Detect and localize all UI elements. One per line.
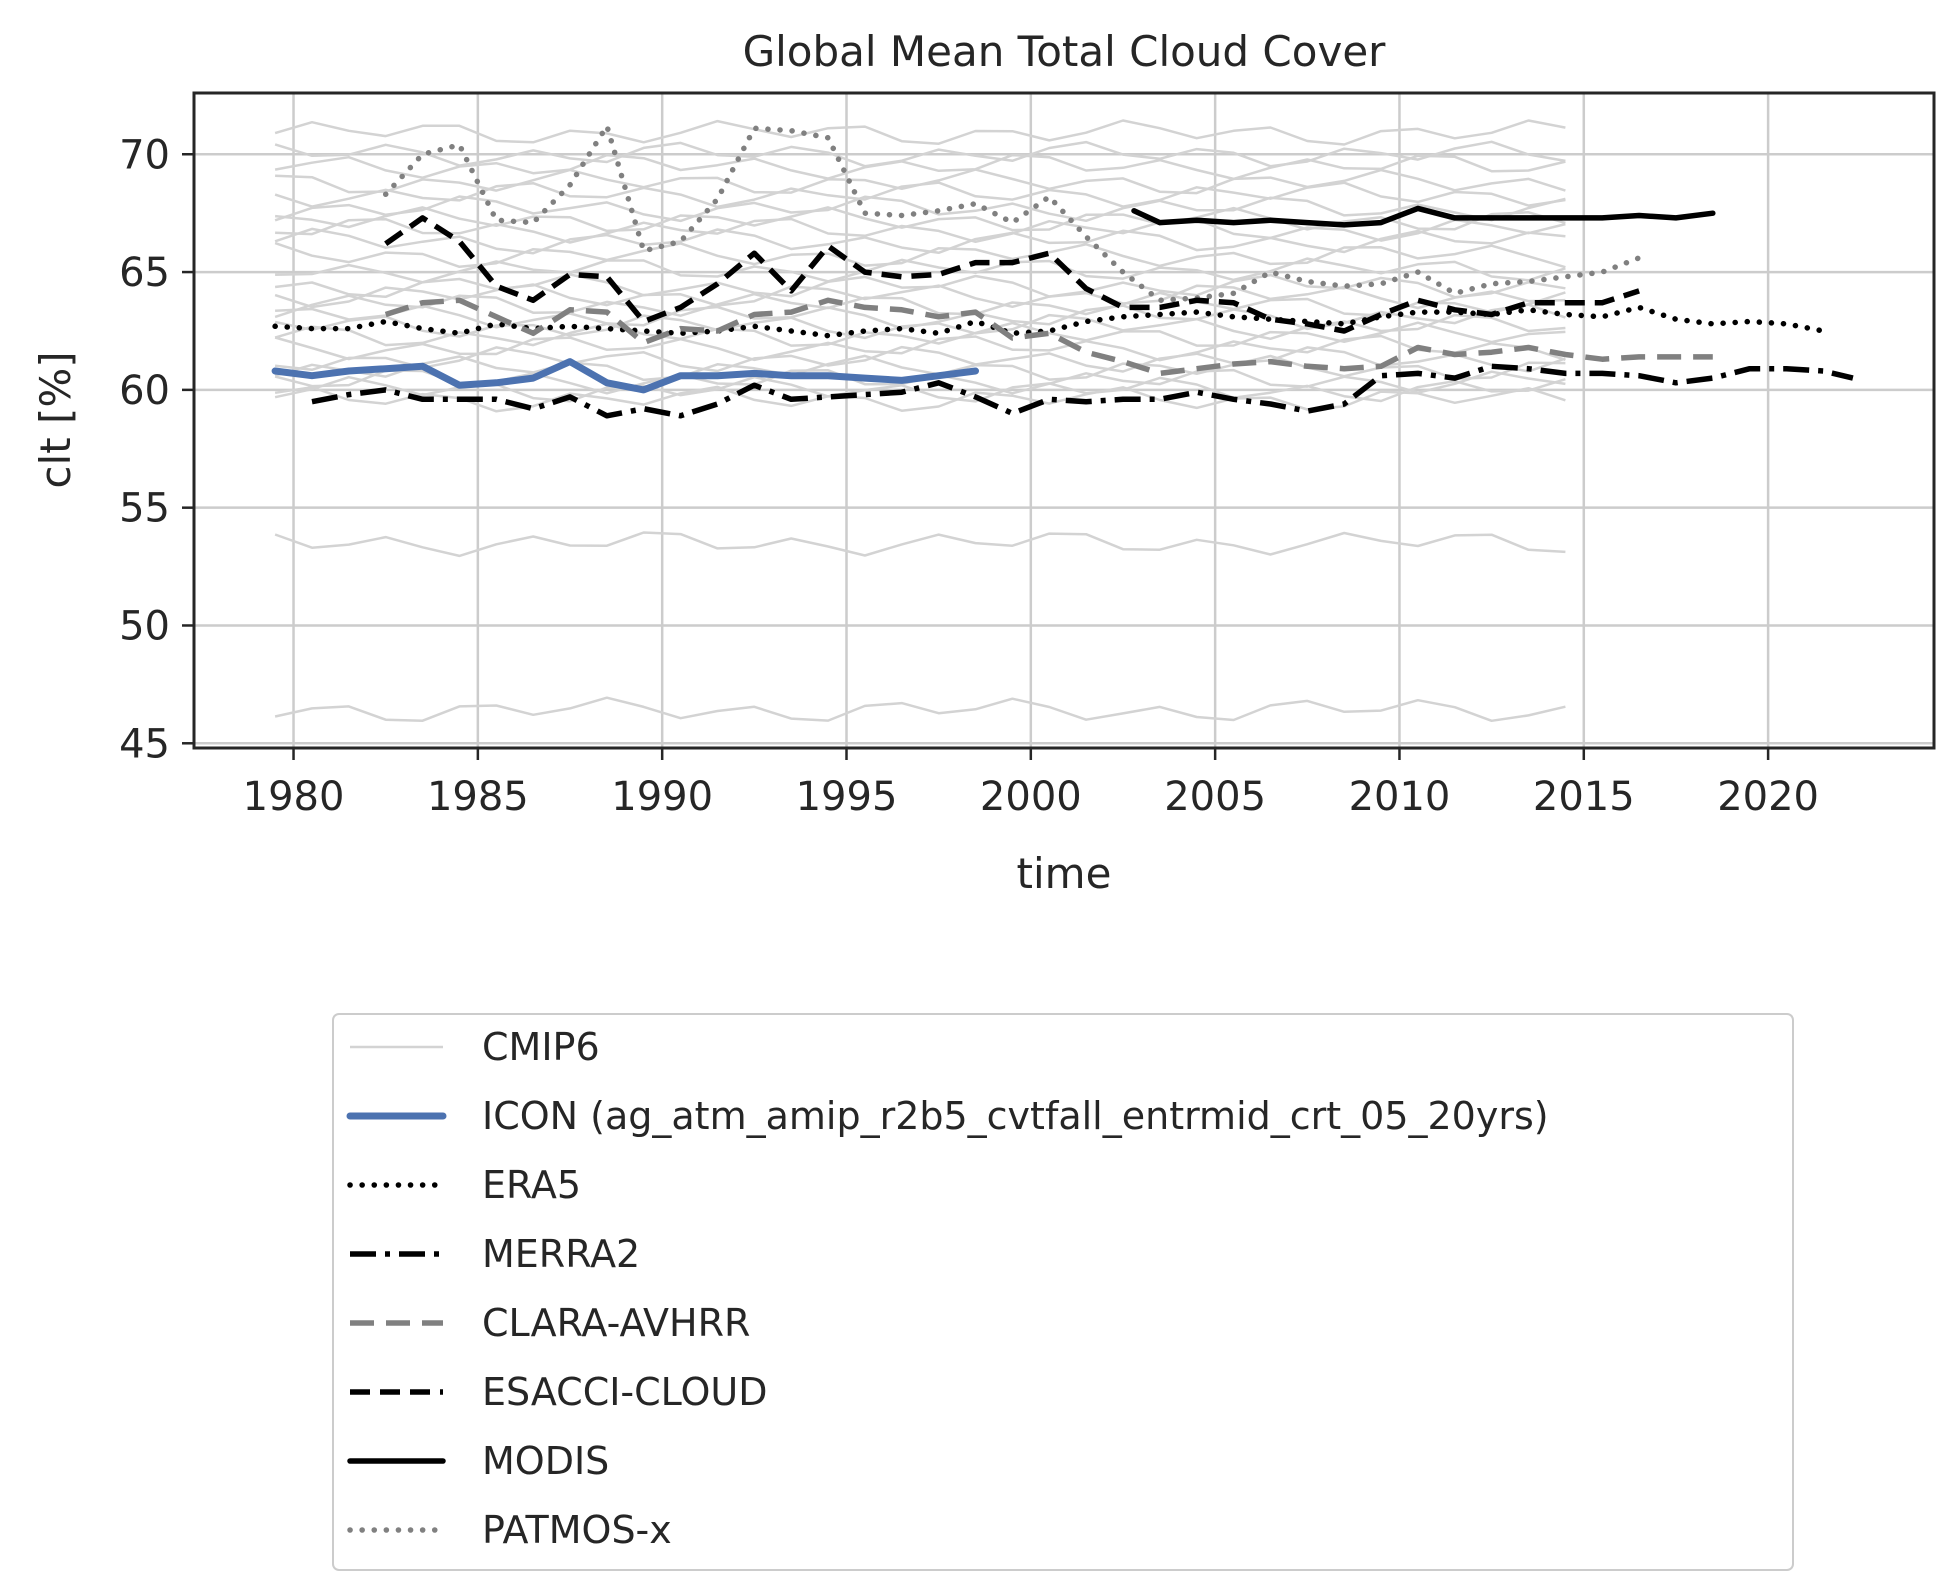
x-tick-label: 2015: [1533, 774, 1635, 820]
legend: CMIP6 ICON (ag_atm_amip_r2b5_cvtfall_entr…: [332, 1013, 1794, 1571]
legend-label: CMIP6: [482, 1025, 600, 1069]
cmip6-model-line: [274, 273, 1566, 299]
cmip6-model-line: [274, 153, 1566, 181]
y-tick-label: 60: [119, 368, 170, 414]
cmip6-model-line: [274, 181, 1566, 209]
x-tick-label: 1985: [427, 774, 529, 820]
series-line-clara-avhrr: [384, 297, 1713, 377]
x-tick-label: 2000: [980, 774, 1082, 820]
legend-label: PATMOS-x: [482, 1508, 672, 1552]
legend-label: ERA5: [482, 1163, 581, 1207]
cmip6-model-line: [274, 291, 1566, 319]
cmip6-model-line: [274, 334, 1566, 362]
cmip6-model-line: [274, 283, 1566, 310]
legend-label: MERRA2: [482, 1232, 640, 1276]
x-tick-label: 2005: [1164, 774, 1266, 820]
series-line-icon: [271, 358, 979, 394]
series-line-esacci-cloud: [384, 215, 1640, 334]
x-tick-label: 1990: [611, 774, 713, 820]
legend-label: CLARA-AVHRR: [482, 1301, 750, 1345]
series-lines: [271, 123, 1854, 419]
series-line-merra2: [311, 363, 1854, 419]
cmip6-model-line: [274, 531, 1566, 558]
cmip6-model-line: [274, 227, 1566, 255]
cmip6-model-line: [274, 385, 1566, 413]
cmip6-model-line: [274, 119, 1566, 146]
legend-label: ICON (ag_atm_amip_r2b5_cvtfall_entrmid_c…: [482, 1094, 1549, 1138]
x-axis-label: time: [1017, 849, 1112, 898]
cmip6-model-line: [274, 140, 1566, 168]
legend-label: MODIS: [482, 1439, 609, 1483]
legend-box: [332, 1013, 1794, 1571]
cmip6-model-line: [275, 257, 1566, 284]
x-tick-label: 2010: [1349, 774, 1451, 820]
x-tick-label: 1980: [243, 774, 345, 820]
cmip6-lines: [274, 119, 1566, 723]
grid-lines: [194, 93, 1934, 748]
series-line-modis: [1131, 205, 1716, 228]
cmip6-model-line: [274, 345, 1566, 373]
y-tick-label: 50: [119, 603, 170, 649]
x-tick-label: 2020: [1717, 774, 1819, 820]
plot-frame: [192, 91, 1936, 750]
y-axis-label: clt [%]: [31, 351, 80, 488]
cmip6-model-line: [274, 321, 1566, 347]
x-tick-label: 1995: [796, 774, 898, 820]
y-tick-label: 45: [119, 721, 170, 767]
cmip6-model-line: [274, 195, 1566, 223]
y-tick-label: 55: [119, 486, 170, 532]
y-tick-label: 65: [119, 250, 170, 296]
y-tick-label: 70: [119, 132, 170, 178]
cmip6-model-line: [275, 217, 1566, 244]
series-line-patmos-x: [382, 123, 1642, 304]
axis-ticks: 1980 1985 1990 1995 2000 2005 2010 2015 2020 45 50…: [119, 132, 1819, 820]
cmip6-model-line: [274, 354, 1566, 382]
cmip6-model-line: [274, 696, 1566, 723]
chart-title: Global Mean Total Cloud Cover: [743, 27, 1387, 76]
legend-label: ESACCI-CLOUD: [482, 1370, 767, 1414]
